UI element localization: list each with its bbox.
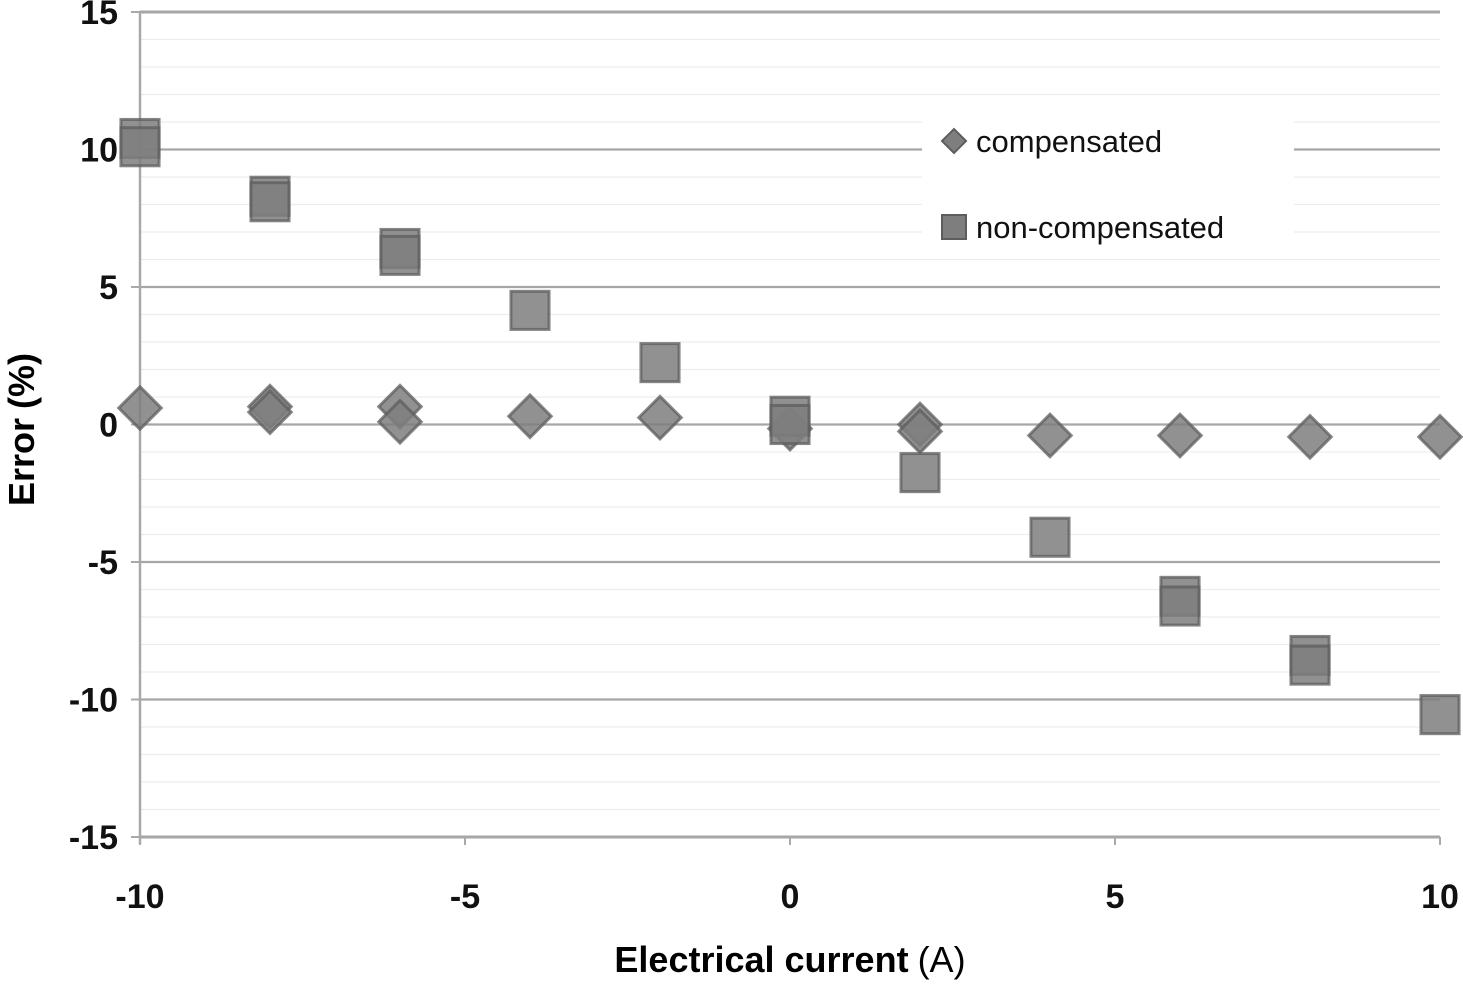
legend-square-icon <box>941 214 967 240</box>
data-point-diamond <box>1026 412 1074 459</box>
x-axis-title-main: Electrical current <box>614 939 908 980</box>
series-non-compensated <box>119 117 1461 736</box>
x-tick-label: 5 <box>1106 878 1125 916</box>
data-point-diamond <box>1156 412 1204 459</box>
y-tick-label: 15 <box>80 0 118 32</box>
data-point-diamond <box>506 392 554 440</box>
y-axis-title: Error (%) <box>1 353 42 506</box>
data-point-diamond <box>376 398 424 446</box>
data-point-diamond <box>896 408 944 455</box>
data-point-square <box>769 403 811 446</box>
x-tick-label: -5 <box>450 878 480 916</box>
y-tick-label: 10 <box>80 132 118 170</box>
data-point-diamond <box>1416 413 1463 461</box>
y-tick-labels: 15 10 5 0 -5 -10 -15 <box>69 0 118 857</box>
y-tick-label: -5 <box>88 544 118 582</box>
data-point-square <box>509 289 551 331</box>
data-point-diamond <box>1286 413 1334 461</box>
x-tick-label: 0 <box>781 878 800 916</box>
data-point-square <box>1419 694 1461 736</box>
y-tick-label: -10 <box>69 682 118 720</box>
x-axis-title-unit: (A) <box>918 939 966 980</box>
data-point-square <box>119 126 161 168</box>
data-point-diamond <box>116 384 164 432</box>
x-tick-label: 10 <box>1421 878 1459 916</box>
legend-item-non-compensated: non-compensated <box>941 210 1224 245</box>
legend: compensated non-compensated <box>922 112 1294 252</box>
x-axis-title: Electrical current (A) <box>614 939 965 980</box>
x-tick-label: -10 <box>115 878 164 916</box>
y-axis-title-unit: (%) <box>1 353 42 409</box>
legend-label: non-compensated <box>976 210 1224 245</box>
legend-background <box>922 112 1294 252</box>
data-point-diamond <box>636 394 684 441</box>
y-tick-label: 0 <box>99 407 118 445</box>
legend-label: compensated <box>976 124 1162 159</box>
data-point-square <box>639 342 681 384</box>
data-point-square <box>1029 516 1071 558</box>
data-point-square <box>249 181 291 223</box>
x-tick-labels: -10 -5 0 5 10 <box>115 878 1458 916</box>
y-axis-title-main: Error <box>1 418 42 506</box>
data-point-diamond <box>246 388 294 436</box>
y-tick-label: -15 <box>69 819 118 857</box>
y-tick-label: 5 <box>99 269 118 307</box>
legend-diamond-icon <box>940 127 968 155</box>
data-point-square <box>1289 644 1331 686</box>
data-point-square <box>899 452 941 494</box>
data-point-square <box>379 234 421 276</box>
series-compensated <box>116 383 1463 461</box>
legend-item-compensated: compensated <box>940 124 1162 159</box>
data-point-square <box>1159 585 1201 627</box>
